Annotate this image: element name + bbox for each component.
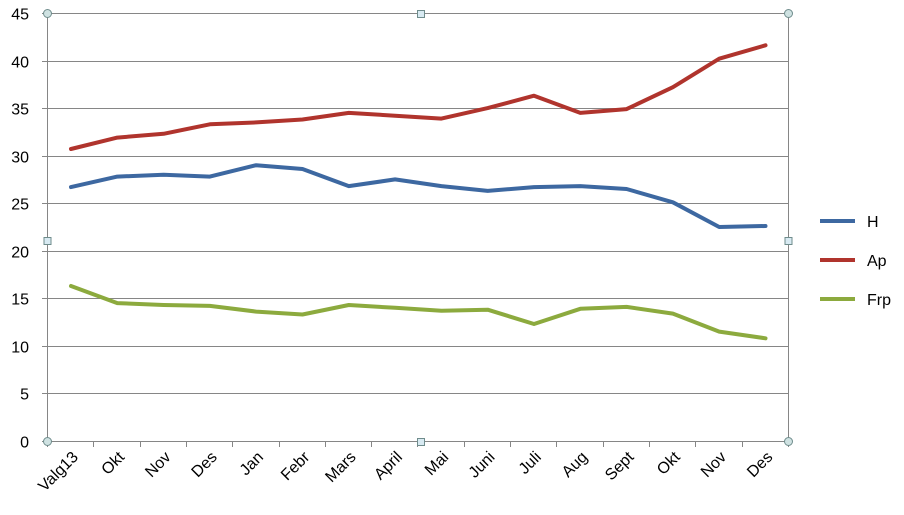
legend-item-h: H <box>820 214 879 231</box>
x-axis-tick-labels: Valg13 Okt Nov Des Jan Febr Mars April Mai Juni Ju… <box>35 448 776 495</box>
series-line-frp <box>69 284 768 341</box>
series-lines <box>69 43 768 341</box>
series-line-h <box>69 163 768 229</box>
legend: H Ap Frp <box>820 214 891 309</box>
legend-item-ap: Ap <box>820 253 887 270</box>
y-tick-label: 45 <box>11 7 29 24</box>
legend-label: Ap <box>867 253 887 270</box>
selection-handles[interactable] <box>43 9 793 446</box>
y-axis-tick-labels: 0 5 10 15 20 25 30 35 40 45 <box>11 7 29 452</box>
x-tick-label: Okt <box>99 448 129 478</box>
y-tick-label: 35 <box>11 102 29 119</box>
x-tick-label: Febr <box>278 448 314 484</box>
x-tick-label: Valg13 <box>35 449 81 495</box>
legend-item-frp: Frp <box>820 292 891 309</box>
x-tick-label: Mai <box>422 449 452 479</box>
y-tick-label: 5 <box>20 387 29 404</box>
edge-resize-handle[interactable] <box>43 237 52 245</box>
x-tick-label: Mars <box>322 449 359 486</box>
x-tick-label: Nov <box>698 449 730 481</box>
axes <box>42 13 789 447</box>
y-tick-label: 30 <box>11 150 29 167</box>
x-tick-label: Sept <box>602 448 638 484</box>
corner-resize-handle[interactable] <box>784 437 793 446</box>
x-tick-label: Des <box>189 449 221 481</box>
x-tick-label: Juni <box>466 449 499 482</box>
x-tick-label: Jan <box>237 449 267 479</box>
corner-resize-handle[interactable] <box>784 9 793 18</box>
corner-resize-handle[interactable] <box>43 437 52 446</box>
legend-label: H <box>867 214 879 231</box>
x-tick-label: April <box>371 449 406 484</box>
corner-resize-handle[interactable] <box>43 9 52 18</box>
x-tick-label: Juli <box>516 449 545 478</box>
edge-resize-handle[interactable] <box>784 237 793 245</box>
legend-label: Frp <box>867 292 891 309</box>
edge-resize-handle[interactable] <box>417 10 425 18</box>
y-tick-label: 10 <box>11 340 29 357</box>
y-tick-label: 15 <box>11 292 29 309</box>
x-tick-label: Nov <box>142 449 174 481</box>
x-tick-label: Aug <box>559 449 591 481</box>
x-tick-label: Des <box>744 449 776 481</box>
y-tick-label: 25 <box>11 197 29 214</box>
edge-resize-handle[interactable] <box>417 438 425 446</box>
y-tick-label: 40 <box>11 55 29 72</box>
y-tick-label: 20 <box>11 245 29 262</box>
series-line-ap <box>69 43 768 151</box>
y-tick-label: 0 <box>20 435 29 452</box>
x-tick-label: Okt <box>654 448 684 478</box>
